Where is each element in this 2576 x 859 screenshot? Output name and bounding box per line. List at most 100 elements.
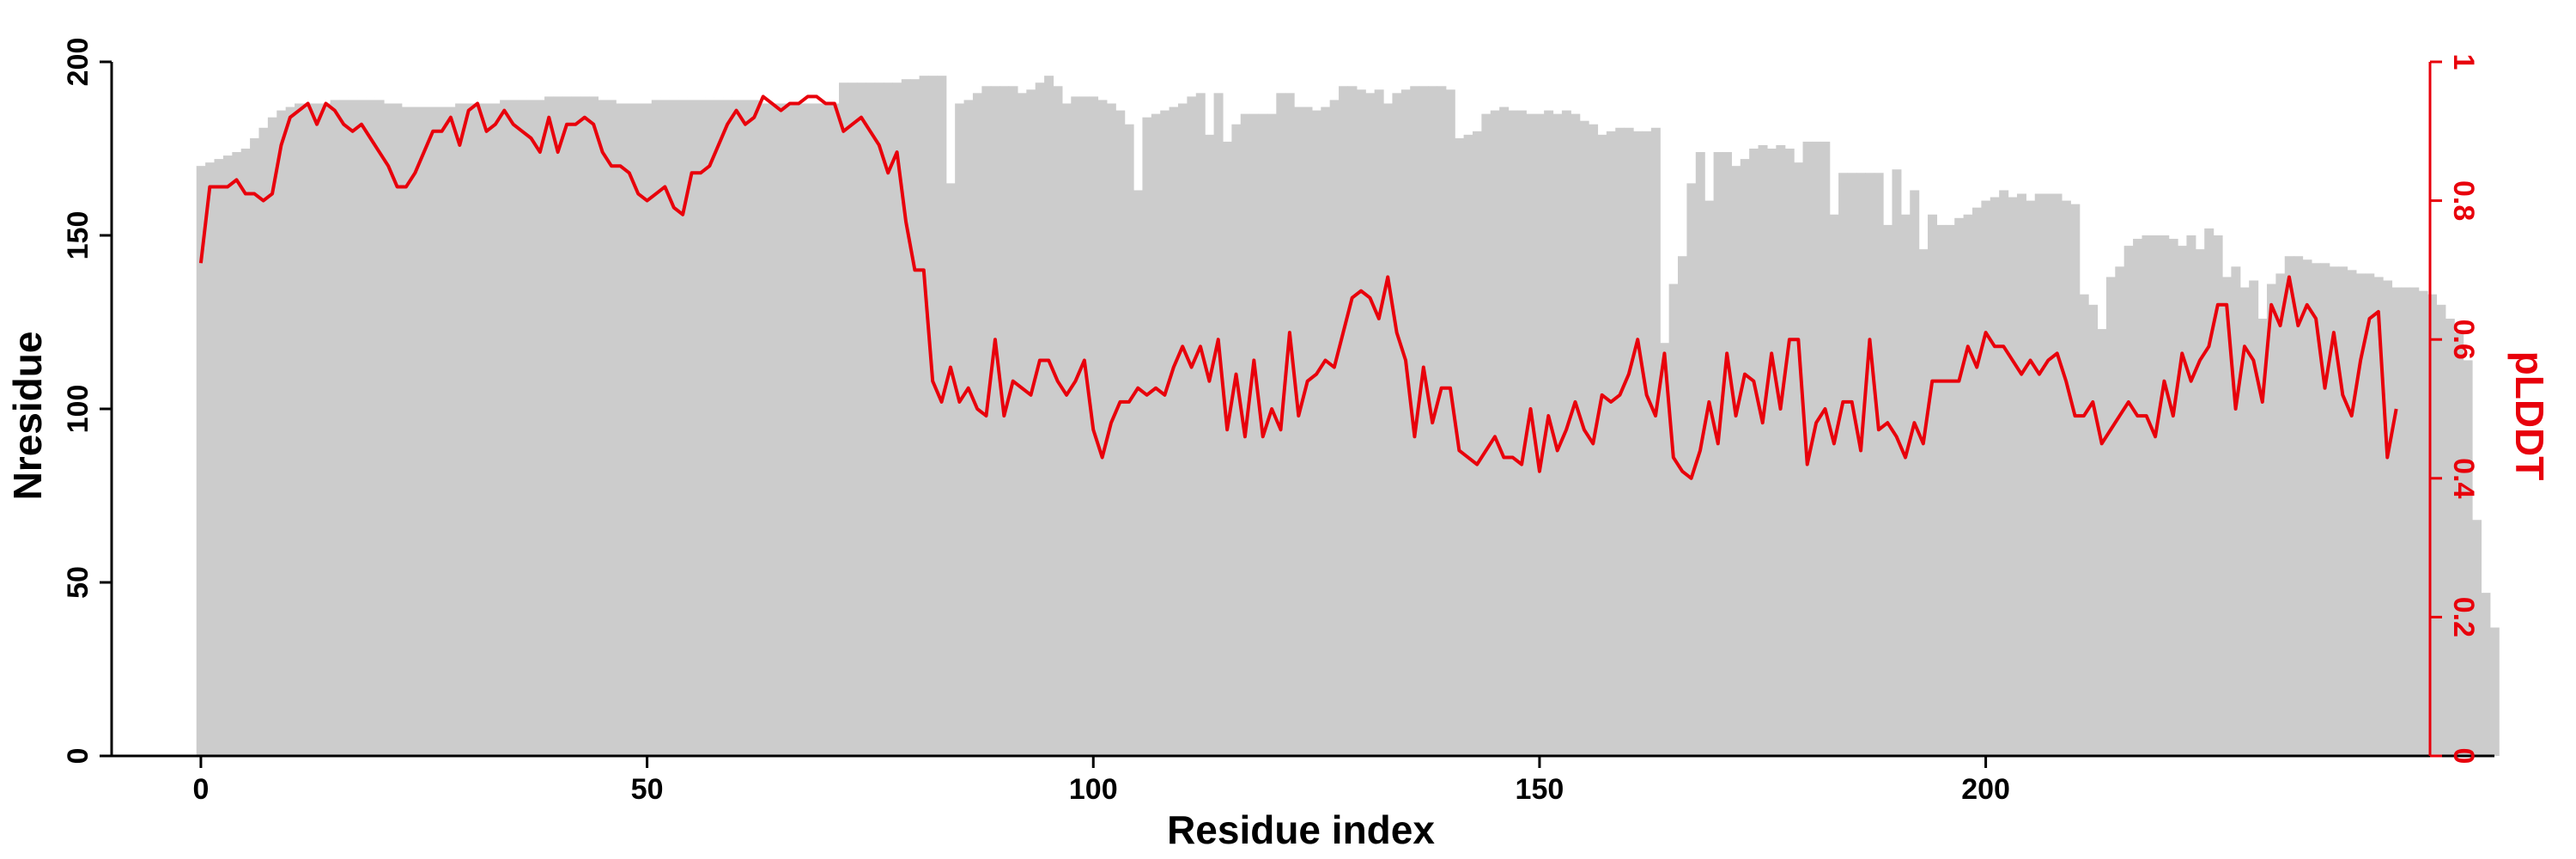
- bar: [634, 103, 643, 757]
- bar: [1838, 173, 1849, 756]
- bar: [2133, 239, 2143, 756]
- bar: [892, 82, 902, 757]
- bar: [232, 152, 242, 757]
- bar: [1954, 217, 1965, 757]
- bar: [1713, 152, 1723, 757]
- bar: [482, 103, 492, 757]
- bar: [1213, 93, 1224, 757]
- bar: [1749, 149, 1759, 756]
- bar: [222, 155, 233, 756]
- bar: [794, 103, 805, 757]
- bar: [464, 103, 474, 757]
- bar: [374, 100, 385, 756]
- bar: [839, 82, 849, 757]
- bar: [1177, 103, 1188, 757]
- bar: [250, 137, 260, 756]
- x-tick-label: 50: [631, 773, 664, 806]
- bar: [669, 100, 679, 756]
- bar: [1999, 190, 2009, 757]
- x-tick-label: 0: [192, 773, 209, 806]
- bar: [624, 103, 635, 757]
- bar: [2454, 332, 2464, 756]
- bar: [392, 103, 403, 757]
- bar: [1776, 144, 1786, 756]
- bar: [366, 100, 376, 756]
- bar: [1026, 89, 1036, 756]
- bar: [1624, 127, 1634, 756]
- bar: [1847, 173, 1857, 756]
- bar: [1249, 113, 1260, 757]
- bar: [1481, 113, 1492, 757]
- bar: [1400, 89, 1411, 756]
- bar: [276, 110, 287, 756]
- bar: [2231, 266, 2241, 756]
- bar: [1900, 214, 1911, 756]
- bar: [821, 103, 831, 757]
- bar: [2052, 193, 2063, 756]
- bar: [955, 103, 965, 757]
- bar: [2016, 193, 2026, 756]
- bar: [2222, 277, 2232, 757]
- bar: [1678, 256, 1688, 756]
- bar: [866, 82, 876, 757]
- bar: [642, 103, 653, 757]
- bar: [767, 103, 777, 757]
- bar: [1392, 93, 1402, 757]
- axes: 0 50 100 150 200 0 50 100 150 200 0 0.2 0.4 0.6 0.8 1: [62, 38, 2494, 806]
- bar: [1633, 131, 1643, 757]
- bar: [1437, 86, 1447, 756]
- bar: [1008, 86, 1018, 756]
- bar: [1321, 107, 1331, 756]
- bar: [1285, 93, 1295, 757]
- bar: [339, 100, 349, 756]
- bar: [1971, 207, 1982, 756]
- bar: [1552, 113, 1563, 757]
- bar: [2186, 235, 2196, 756]
- bar: [472, 103, 483, 757]
- bar: [2079, 294, 2089, 756]
- bar: [1472, 131, 1482, 757]
- bar: [1044, 76, 1054, 756]
- bar: [1740, 159, 1750, 756]
- bar: [1963, 214, 1973, 756]
- bar: [651, 100, 661, 756]
- plddt-line: [198, 94, 2398, 480]
- bar: [214, 159, 224, 756]
- bar: [517, 100, 527, 756]
- bar: [2026, 200, 2036, 757]
- bar: [776, 103, 787, 757]
- x-tick-label: 200: [1961, 773, 2010, 806]
- bar: [1811, 141, 1821, 757]
- bar: [2044, 193, 2054, 756]
- bar: [356, 100, 367, 756]
- bar: [2160, 235, 2170, 756]
- bar: [874, 82, 884, 757]
- bar: [616, 103, 626, 757]
- bar: [1936, 224, 1947, 756]
- bar: [1311, 110, 1321, 756]
- bar: [490, 103, 501, 757]
- bar: [1490, 110, 1500, 756]
- bar: [1883, 224, 1893, 756]
- bar: [927, 76, 938, 756]
- bar: [1445, 89, 1455, 756]
- y2-tick-label: 0.2: [2447, 597, 2480, 637]
- bar: [677, 100, 688, 756]
- y-tick-label: 50: [62, 566, 94, 599]
- bar: [1017, 93, 1027, 757]
- x-axis-title: Residue index: [1167, 807, 1435, 852]
- bar: [1374, 89, 1384, 756]
- bar: [428, 107, 438, 756]
- bar: [1660, 343, 1670, 756]
- bar: [2249, 280, 2259, 756]
- bar: [2383, 280, 2393, 756]
- bar: [2070, 204, 2081, 756]
- bar: [1820, 141, 1831, 757]
- bar: [1606, 131, 1616, 757]
- bar: [606, 100, 617, 756]
- bar: [1339, 86, 1349, 756]
- bar: [571, 96, 581, 756]
- bar: [2142, 235, 2152, 756]
- bar: [455, 103, 465, 757]
- bar: [2320, 263, 2330, 756]
